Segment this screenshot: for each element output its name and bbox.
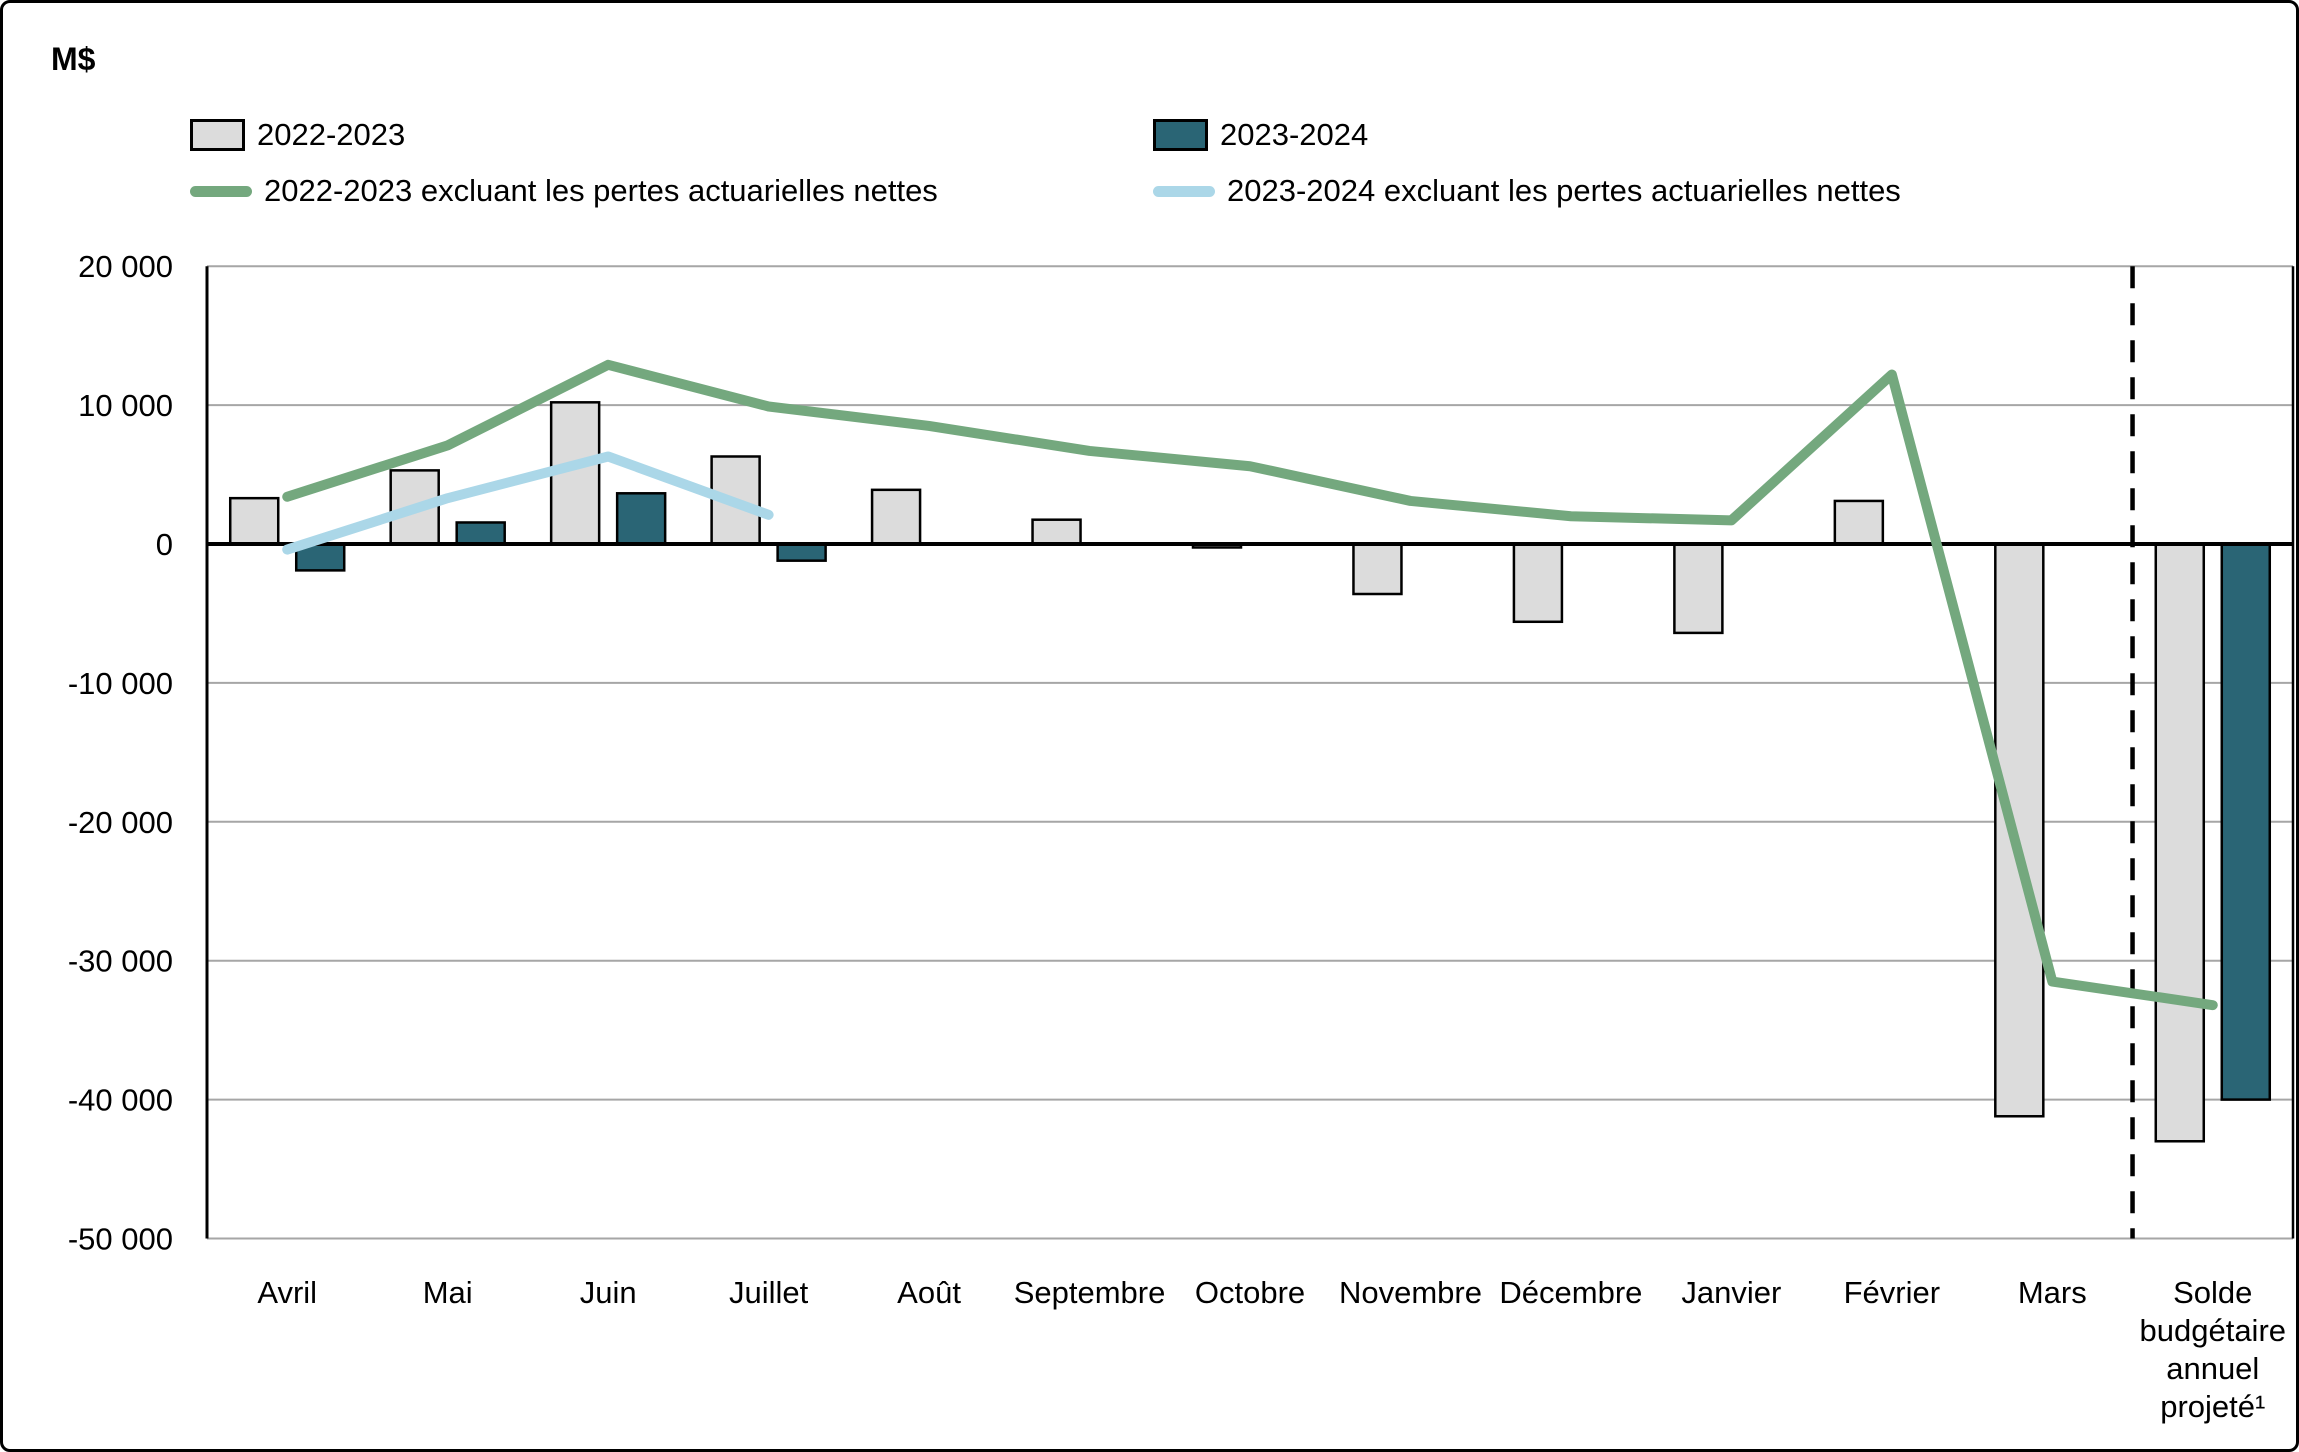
x-tick-label-11: Mars bbox=[2018, 1275, 2087, 1310]
x-tick-label-8: Décembre bbox=[1499, 1275, 1642, 1310]
y-tick-label: 20 000 bbox=[78, 249, 173, 284]
x-tick-label-projected-line-2: annuel bbox=[2166, 1351, 2259, 1386]
y-tick-label: -40 000 bbox=[68, 1083, 173, 1118]
x-tick-label-7: Novembre bbox=[1339, 1275, 1482, 1310]
y-tick-label: -50 000 bbox=[68, 1222, 173, 1257]
bar-2023-2024-1 bbox=[455, 521, 506, 546]
bar-2023-2024-2 bbox=[615, 492, 667, 546]
legend-swatch-line-2023-2024-excl bbox=[1153, 185, 1215, 197]
line-2022-2023-excluant-les-pertes-actuarielles-nettes bbox=[282, 359, 2218, 1011]
x-tick-label-0: Avril bbox=[257, 1275, 317, 1310]
legend-swatch-bar-2022-2023 bbox=[190, 119, 245, 151]
bar-2023-2024-3 bbox=[776, 542, 827, 562]
x-tick-label-6: Octobre bbox=[1195, 1275, 1305, 1310]
line-2023-2024-excluant-les-pertes-actuarielles-nettes bbox=[282, 451, 774, 555]
x-tick-label-4: Août bbox=[897, 1275, 961, 1310]
y-tick-label: -20 000 bbox=[68, 805, 173, 840]
x-tick-label-3: Juillet bbox=[729, 1275, 809, 1310]
y-tick-label: -10 000 bbox=[68, 666, 173, 701]
bar-2022-2023-5 bbox=[1031, 518, 1082, 546]
legend-item-bar-2023-2024: 2023-2024 bbox=[1153, 114, 1368, 156]
y-tick-label: 0 bbox=[156, 527, 173, 562]
x-tick-label-projected-line-0: Solde bbox=[2173, 1275, 2252, 1310]
y-tick-label: -30 000 bbox=[68, 944, 173, 979]
bar-2022-2023-9 bbox=[1673, 542, 1724, 635]
y-axis-unit-label: M$ bbox=[51, 41, 96, 77]
legend-item-line-2023-2024-excl: 2023-2024 excluant les pertes actuariell… bbox=[1153, 170, 1901, 212]
legend-item-bar-2022-2023: 2022-2023 bbox=[190, 114, 405, 156]
bar-2022-2023-7 bbox=[1352, 542, 1403, 596]
legend-swatch-bar-2023-2024 bbox=[1153, 119, 1208, 151]
bar-2022-2023-0 bbox=[228, 496, 280, 546]
x-tick-label-10: Février bbox=[1844, 1275, 1940, 1310]
x-tick-label-1: Mai bbox=[423, 1275, 473, 1310]
x-tick-label-9: Janvier bbox=[1681, 1275, 1781, 1310]
bar-2022-2023-8 bbox=[1512, 542, 1564, 624]
bar-2022-2023-4 bbox=[870, 488, 922, 546]
legend-label: 2023-2024 excluant les pertes actuariell… bbox=[1227, 173, 1901, 208]
bar-2023-2024-12 bbox=[2220, 542, 2272, 1101]
legend-label: 2022-2023 bbox=[257, 117, 406, 152]
bar-2022-2023-12 bbox=[2154, 542, 2206, 1143]
y-tick-label: 10 000 bbox=[78, 388, 173, 423]
bar-2022-2023-10 bbox=[1833, 499, 1885, 546]
legend-swatch-line-2022-2023-excl bbox=[190, 185, 252, 197]
bar-2022-2023-11 bbox=[1994, 542, 2045, 1118]
x-tick-label-projected-line-1: budgétaire bbox=[2140, 1313, 2287, 1348]
legend-label: 2022-2023 excluant les pertes actuariell… bbox=[264, 173, 938, 208]
legend-label: 2023-2024 bbox=[1220, 117, 1369, 152]
x-tick-label-2: Juin bbox=[580, 1275, 637, 1310]
x-tick-label-5: Septembre bbox=[1014, 1275, 1166, 1310]
x-tick-label-projected-line-3: projeté¹ bbox=[2160, 1389, 2265, 1424]
legend-item-line-2022-2023-excl: 2022-2023 excluant les pertes actuariell… bbox=[190, 170, 938, 212]
chart-plot-area: 20 000 10 000 0 -10 000 -20 000 -30 000 -40 00… bbox=[68, 249, 2295, 1424]
